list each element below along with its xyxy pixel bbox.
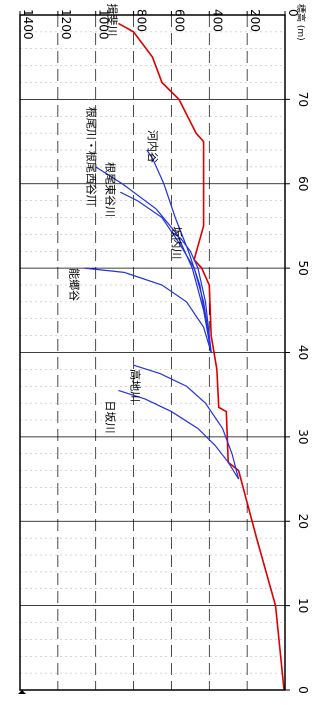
- series-line: [133, 364, 240, 480]
- tick-label-elevation: 1000: [97, 9, 111, 40]
- tick-label-distance: 70: [296, 92, 310, 107]
- series-line: [118, 22, 285, 691]
- series-lines: [84, 22, 285, 691]
- series-line: [146, 149, 212, 353]
- tick-label-elevation: 1200: [59, 9, 73, 40]
- axis-title-elevation: 標高 (m): [295, 4, 307, 41]
- series-label: 根尾東谷川: [103, 162, 117, 217]
- series-line: [118, 389, 240, 480]
- series-line: [120, 191, 212, 353]
- series-label: 高地川: [129, 369, 143, 402]
- tick-label-distance: 30: [296, 429, 310, 444]
- tick-label-distance: 0: [296, 686, 310, 694]
- tick-label-distance: 60: [296, 176, 310, 191]
- series-line: [84, 267, 212, 353]
- tick-label-distance: 50: [296, 260, 310, 275]
- series-label: 坂内川: [170, 226, 184, 259]
- tick-label-elevation: 800: [135, 9, 149, 32]
- series-label: 日坂川: [103, 400, 116, 433]
- tick-label-distance: 20: [296, 514, 310, 529]
- tick-label-elevation: 600: [172, 9, 186, 32]
- tick-label-elevation: 0: [286, 9, 300, 17]
- tick-label-elevation: 400: [210, 9, 224, 32]
- grid: [20, 15, 285, 690]
- series-label: 能郷谷: [67, 268, 81, 301]
- tick-label-elevation: 200: [248, 9, 262, 32]
- tick-label-elevation: 1400: [21, 9, 35, 40]
- series-label: 河内谷: [146, 130, 160, 163]
- series-label: 根尾川・根尾西谷川: [85, 107, 99, 206]
- tick-label-distance: 40: [296, 345, 310, 360]
- tick-label-distance: 10: [296, 598, 310, 613]
- axis-ticks: 0 200 400 600 800 1000 1200 1400 0 10 20 30 40 50 60 70…: [18, 4, 310, 694]
- series-label: 揖斐川: [105, 3, 119, 36]
- series-line: [174, 233, 212, 353]
- origin-arrow: [18, 690, 26, 694]
